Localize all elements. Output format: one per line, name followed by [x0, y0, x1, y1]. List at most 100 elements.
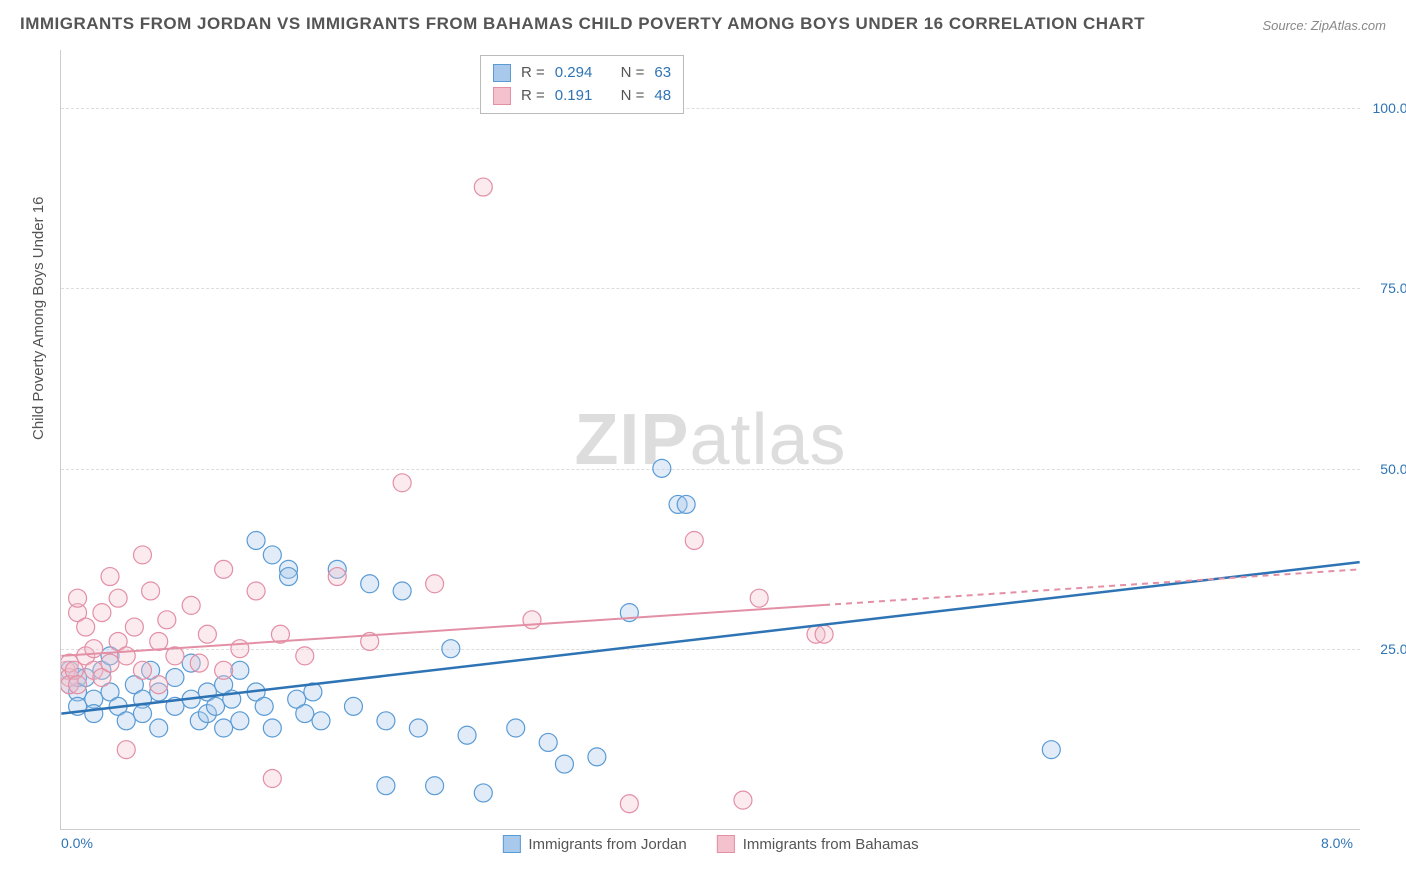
scatter-point — [523, 611, 541, 629]
scatter-point — [101, 568, 119, 586]
scatter-point — [1042, 741, 1060, 759]
scatter-point — [133, 661, 151, 679]
scatter-point — [588, 748, 606, 766]
stats-row: R = 0.191 N = 48 — [493, 85, 671, 108]
scatter-point — [750, 589, 768, 607]
x-tick-label: 0.0% — [61, 835, 93, 851]
scatter-point — [653, 459, 671, 477]
scatter-point — [458, 726, 476, 744]
scatter-point — [207, 697, 225, 715]
scatter-svg — [61, 50, 1360, 829]
source-label: Source: — [1262, 18, 1310, 33]
stat-n-value: 63 — [654, 62, 671, 85]
stat-r-value: 0.294 — [555, 62, 593, 85]
source-value: ZipAtlas.com — [1311, 18, 1386, 33]
scatter-point — [815, 625, 833, 643]
scatter-point — [150, 676, 168, 694]
scatter-point — [150, 719, 168, 737]
scatter-point — [393, 474, 411, 492]
trend-line-dashed — [824, 569, 1360, 605]
stat-r-label: R = — [521, 85, 545, 108]
scatter-point — [166, 669, 184, 687]
scatter-point — [361, 575, 379, 593]
scatter-point — [215, 560, 233, 578]
scatter-point — [539, 733, 557, 751]
scatter-point — [215, 719, 233, 737]
series-swatch — [493, 87, 511, 105]
scatter-point — [133, 705, 151, 723]
legend-item: Immigrants from Bahamas — [717, 835, 919, 853]
stat-n-label: N = — [621, 62, 645, 85]
scatter-point — [555, 755, 573, 773]
legend-swatch — [502, 835, 520, 853]
scatter-point — [263, 546, 281, 564]
scatter-point — [69, 589, 87, 607]
source-credit: Source: ZipAtlas.com — [1262, 18, 1386, 33]
stat-n-value: 48 — [654, 85, 671, 108]
legend-swatch — [717, 835, 735, 853]
scatter-point — [280, 568, 298, 586]
chart-title: IMMIGRANTS FROM JORDAN VS IMMIGRANTS FRO… — [20, 14, 1145, 34]
y-tick-label: 50.0% — [1365, 461, 1406, 477]
scatter-point — [426, 575, 444, 593]
scatter-point — [344, 697, 362, 715]
y-tick-label: 25.0% — [1365, 641, 1406, 657]
scatter-point — [474, 784, 492, 802]
scatter-point — [133, 546, 151, 564]
stats-row: R = 0.294 N = 63 — [493, 62, 671, 85]
scatter-point — [117, 647, 135, 665]
scatter-point — [409, 719, 427, 737]
scatter-point — [255, 697, 273, 715]
stats-box: R = 0.294 N = 63 R = 0.191 N = 48 — [480, 55, 684, 114]
stat-r-value: 0.191 — [555, 85, 593, 108]
scatter-point — [328, 568, 346, 586]
scatter-point — [101, 654, 119, 672]
x-tick-label: 8.0% — [1321, 835, 1353, 851]
scatter-point — [150, 632, 168, 650]
scatter-point — [231, 712, 249, 730]
scatter-point — [296, 705, 314, 723]
scatter-point — [474, 178, 492, 196]
scatter-point — [377, 777, 395, 795]
scatter-point — [142, 582, 160, 600]
scatter-point — [85, 705, 103, 723]
scatter-point — [117, 712, 135, 730]
scatter-point — [677, 495, 695, 513]
scatter-point — [263, 770, 281, 788]
scatter-point — [312, 712, 330, 730]
series-swatch — [493, 64, 511, 82]
scatter-point — [117, 741, 135, 759]
scatter-point — [69, 676, 87, 694]
legend-label: Immigrants from Jordan — [528, 836, 686, 853]
scatter-point — [158, 611, 176, 629]
chart-plot-area: ZIPatlas 25.0%50.0%75.0%100.0% 0.0%8.0% … — [60, 50, 1360, 830]
scatter-point — [296, 647, 314, 665]
scatter-point — [190, 654, 208, 672]
y-axis-label: Child Poverty Among Boys Under 16 — [30, 197, 47, 440]
scatter-point — [231, 661, 249, 679]
scatter-point — [247, 531, 265, 549]
scatter-point — [109, 589, 127, 607]
legend: Immigrants from Jordan Immigrants from Ba… — [502, 835, 918, 853]
scatter-point — [263, 719, 281, 737]
scatter-point — [215, 661, 233, 679]
scatter-point — [620, 795, 638, 813]
legend-label: Immigrants from Bahamas — [743, 836, 919, 853]
scatter-point — [685, 531, 703, 549]
scatter-point — [734, 791, 752, 809]
scatter-point — [198, 625, 216, 643]
scatter-point — [182, 596, 200, 614]
legend-item: Immigrants from Jordan — [502, 835, 686, 853]
scatter-point — [77, 618, 95, 636]
stat-r-label: R = — [521, 62, 545, 85]
scatter-point — [426, 777, 444, 795]
y-tick-label: 100.0% — [1365, 100, 1406, 116]
scatter-point — [377, 712, 395, 730]
y-tick-label: 75.0% — [1365, 280, 1406, 296]
scatter-point — [93, 604, 111, 622]
scatter-point — [125, 618, 143, 636]
stat-n-label: N = — [621, 85, 645, 108]
scatter-point — [442, 640, 460, 658]
scatter-point — [507, 719, 525, 737]
scatter-point — [231, 640, 249, 658]
